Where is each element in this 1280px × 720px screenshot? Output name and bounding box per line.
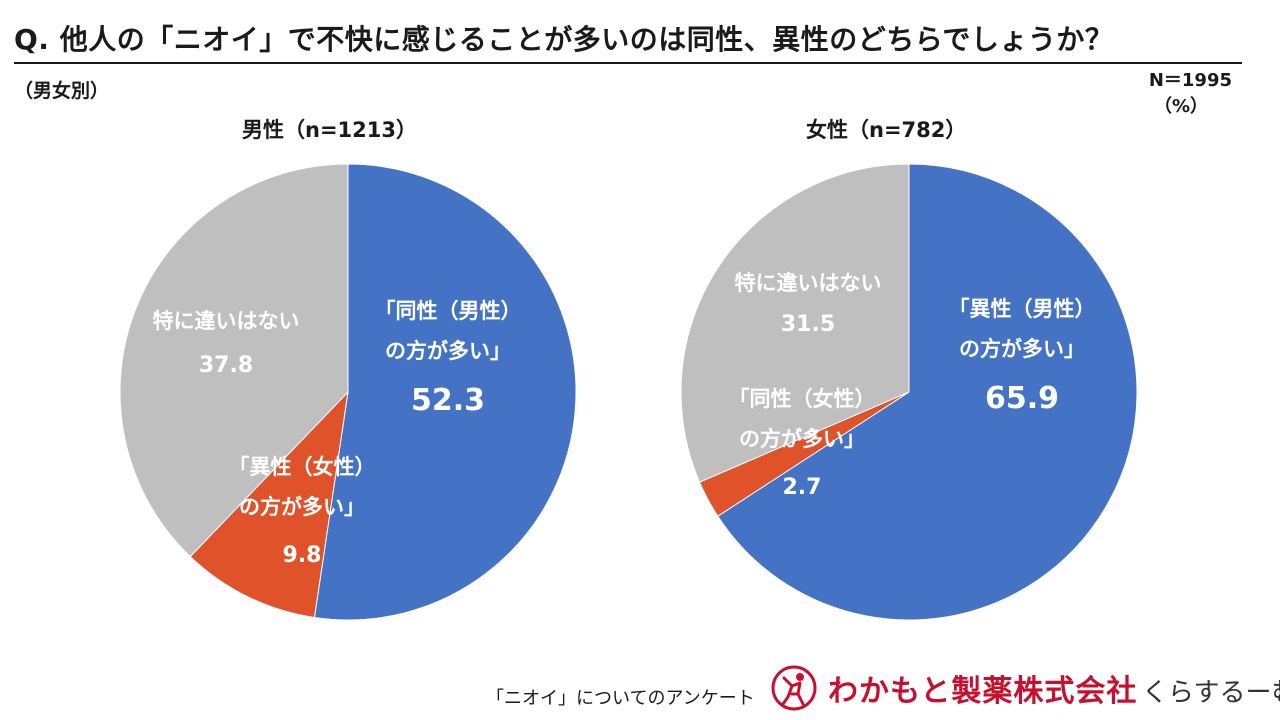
sub-brand-name: くらするーむ [1142, 678, 1280, 708]
male-label-none-line1: 特に違いはない [153, 309, 300, 333]
company-emblem-icon [771, 665, 817, 711]
sample-size-total: N＝1995 [1148, 70, 1232, 91]
unit-label: （%） [1154, 96, 1209, 117]
company-logo: わかもと製薬株式会社 [770, 664, 1137, 712]
female-value-none: 31.5 [781, 312, 835, 337]
male-label-opposite-line2: の方が多い」 [239, 495, 365, 519]
breakdown-label: （男女別） [14, 80, 110, 102]
female-value-opposite: 65.9 [985, 381, 1059, 416]
company-name: わかもと製薬株式会社 [828, 674, 1138, 709]
female-slice-opposite [717, 163, 1138, 621]
female-label-none-line1: 特に違いはない [735, 271, 882, 295]
male-label-same-line2: の方が多い」 [385, 339, 511, 363]
male-slice-same [313, 163, 577, 621]
chart-title-female: 女性（n=782） [806, 118, 967, 142]
male-label-same-line1: 「同性（男性） [375, 299, 522, 323]
female-label-same-line2: の方が多い」 [739, 427, 865, 451]
male-value-same: 52.3 [411, 383, 485, 418]
male-slice-opposite [189, 390, 349, 619]
page-title: Q. 他人の「ニオイ」で不快に感じることが多いのは同性、異性のどちらでしょうか？ [14, 18, 1242, 64]
survey-note: 「ニオイ」についてのアンケート [486, 688, 755, 709]
male-value-opposite: 9.8 [283, 543, 322, 568]
female-label-opposite-line2: の方が多い」 [959, 337, 1085, 361]
male-slice-none [119, 163, 349, 558]
male-value-none: 37.8 [199, 353, 253, 378]
chart-title-male: 男性（n=1213） [242, 118, 417, 142]
male-label-opposite-line1: 「異性（女性） [229, 455, 376, 479]
female-slice-none [680, 163, 910, 483]
female-label-opposite-line1: 「異性（男性） [949, 297, 1096, 321]
female-label-same-line1: 「同性（女性） [729, 387, 876, 411]
female-value-same: 2.7 [783, 475, 822, 500]
